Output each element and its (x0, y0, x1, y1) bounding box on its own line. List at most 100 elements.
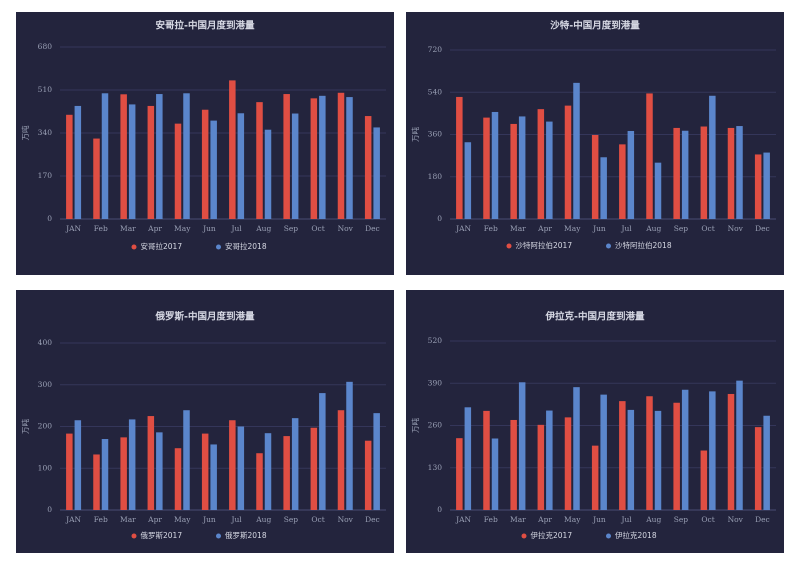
legend-marker (521, 533, 527, 539)
x-tick-label: Dec (755, 515, 770, 524)
bar-2017-apr (147, 105, 155, 219)
bar-2017-jun (591, 134, 599, 219)
x-tick-label: Jul (230, 224, 242, 233)
x-tick-label: JAN (65, 224, 81, 233)
bar-2017-feb (93, 138, 100, 219)
legend-marker (216, 533, 221, 539)
x-tick-label: Aug (645, 515, 661, 524)
bar-2017-jun (201, 109, 209, 219)
bar-2018-may (183, 410, 190, 510)
bar-2017-jul (619, 144, 626, 219)
bar-2017-feb (93, 454, 100, 510)
y-tick-label: 0 (437, 505, 442, 514)
x-tick-label: Aug (645, 224, 661, 233)
bar-2018-may (573, 82, 580, 219)
x-tick-label: JAN (455, 515, 471, 524)
bar-2017-mar (120, 94, 127, 219)
chart-panel-iraq: 伊拉克-中国月度到港量 0 130 260 390 520 万吨 JAN Feb Mar Apr M… (406, 290, 784, 553)
y-tick-label: 540 (428, 87, 443, 96)
bar-2018-sep (681, 389, 689, 510)
bar-2017-jan (456, 438, 463, 510)
bar-2018-apr (546, 410, 553, 510)
bar-2018-jun (600, 394, 607, 510)
x-tick-label: Apr (147, 515, 162, 524)
bar-2018-aug (264, 129, 272, 219)
x-tick-label: May (174, 515, 191, 524)
legend-label: 沙特阿拉伯2017 (516, 240, 573, 250)
y-axis-label: 万吨 (410, 127, 420, 142)
bar-2018-jun (210, 120, 217, 219)
bar-2018-feb (491, 111, 499, 219)
bar-2017-aug (646, 396, 653, 510)
bar-2018-feb (101, 439, 109, 510)
legend-marker (606, 533, 611, 539)
x-tick-label: Nov (728, 224, 744, 233)
x-tick-label: Jun (592, 515, 606, 524)
y-tick-label: 170 (38, 171, 53, 180)
x-tick-label: Mar (120, 224, 136, 233)
bar-2018-sep (291, 418, 299, 510)
y-tick-label: 260 (428, 421, 443, 430)
bar-2018-mar (128, 419, 136, 510)
y-tick-label: 510 (38, 85, 53, 94)
bar-2018-dec (763, 152, 770, 219)
y-tick-label: 720 (428, 45, 443, 54)
bar-2017-may (174, 448, 182, 510)
x-tick-label: Jul (620, 515, 632, 524)
y-tick-label: 680 (38, 42, 53, 51)
x-tick-label: JAN (65, 515, 81, 524)
x-tick-label: Mar (510, 515, 526, 524)
x-tick-label: Oct (701, 515, 714, 524)
bar-2017-nov (337, 92, 345, 219)
y-tick-label: 340 (38, 128, 53, 137)
y-tick-label: 0 (47, 505, 52, 514)
chart-panel-angola: 安哥拉-中国月度到港量 0 170 340 510 680 万吨 JAN Feb Mar Apr M… (16, 12, 394, 275)
bar-2017-nov (727, 127, 735, 219)
legend-marker (506, 243, 512, 249)
x-tick-label: Oct (311, 224, 324, 233)
y-axis-label: 万吨 (20, 125, 30, 140)
bar-2018-dec (373, 127, 380, 219)
x-tick-label: May (174, 224, 191, 233)
chart-panel-russia: 俄罗斯-中国月度到港量 0 100 200 300 400 万吨 JAN Feb Mar Apr M… (16, 290, 394, 553)
legend-marker (216, 244, 221, 250)
bar-2018-oct (319, 95, 326, 219)
x-tick-label: Mar (120, 515, 136, 524)
chart-russia: 俄罗斯-中国月度到港量 0 100 200 300 400 万吨 JAN Feb Mar Apr M… (20, 311, 386, 540)
y-tick-label: 130 (428, 463, 443, 472)
y-tick-label: 300 (38, 380, 53, 389)
bar-2018-jul (237, 426, 245, 510)
bar-2018-feb (491, 438, 499, 510)
chart-title: 安哥拉-中国月度到港量 (156, 20, 255, 32)
bar-2018-feb (101, 93, 109, 219)
bar-2017-may (564, 417, 572, 510)
legend-marker (131, 533, 137, 539)
x-tick-label: JAN (455, 224, 471, 233)
bar-2017-jun (591, 445, 599, 510)
legend-label: 伊拉克2018 (615, 530, 657, 540)
y-axis-label: 万吨 (410, 418, 420, 433)
legend-label: 俄罗斯2018 (225, 530, 267, 540)
bar-2018-dec (763, 415, 770, 510)
bar-2018-sep (681, 130, 689, 219)
x-tick-label: May (564, 515, 581, 524)
x-tick-label: Jul (230, 515, 242, 524)
legend-label: 俄罗斯2017 (141, 530, 183, 540)
x-tick-label: Sep (284, 224, 299, 233)
chart-angola: 安哥拉-中国月度到港量 0 170 340 510 680 万吨 JAN Feb Mar Apr M… (20, 20, 386, 251)
bar-2018-apr (156, 432, 163, 510)
legend-label: 安哥拉2017 (141, 241, 183, 251)
x-tick-label: Nov (728, 515, 744, 524)
bar-2017-oct (310, 98, 318, 219)
bar-2017-sep (283, 436, 290, 510)
bar-2017-aug (646, 93, 653, 219)
bar-2017-jul (229, 80, 236, 219)
bar-2018-jan (74, 105, 82, 219)
x-tick-label: Feb (484, 224, 498, 233)
x-tick-label: Feb (94, 515, 108, 524)
legend: 俄罗斯2017 俄罗斯2018 (131, 530, 267, 540)
y-tick-label: 0 (47, 214, 52, 223)
bar-2017-jul (229, 420, 236, 510)
y-axis-label: 万吨 (20, 419, 30, 434)
bar-2018-jan (74, 420, 82, 510)
